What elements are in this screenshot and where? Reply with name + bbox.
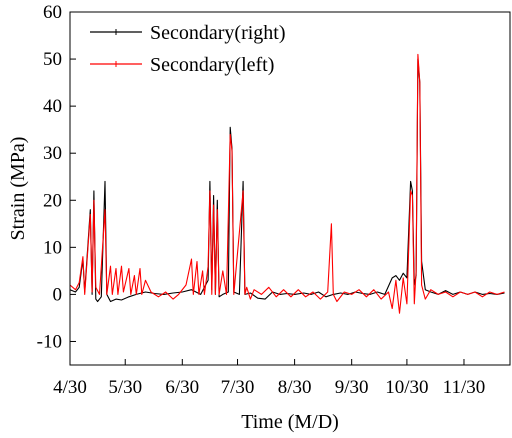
x-tick-label: 7/30 xyxy=(221,377,255,398)
y-axis: -10 0 10 20 30 40 50 60 xyxy=(37,2,76,352)
y-tick-label: 60 xyxy=(43,2,62,23)
x-axis: 4/30 5/30 6/30 7/30 8/30 9/30 10/30 11/30 xyxy=(53,359,485,398)
y-tick-label: 50 xyxy=(43,49,62,70)
legend-label: Secondary(left) xyxy=(150,54,274,76)
y-tick-label: 0 xyxy=(53,284,63,305)
y-axis-title: Strain (MPa) xyxy=(7,137,29,241)
y-tick-label: -10 xyxy=(37,331,62,352)
x-tick-label: 9/30 xyxy=(335,377,369,398)
x-tick-label: 11/30 xyxy=(443,377,486,398)
legend-entry-secondary-left: Secondary(left) xyxy=(90,54,274,76)
x-tick-label: 4/30 xyxy=(53,377,87,398)
legend-label: Secondary(right) xyxy=(150,22,286,44)
plot-area xyxy=(69,53,505,314)
y-tick-label: 40 xyxy=(43,96,62,117)
x-axis-title: Time (M/D) xyxy=(241,411,339,433)
x-tick-label: 5/30 xyxy=(108,377,142,398)
y-tick-label: 30 xyxy=(43,143,62,164)
y-tick-label: 20 xyxy=(43,190,62,211)
plot-frame xyxy=(69,11,511,366)
x-tick-label: 6/30 xyxy=(165,377,199,398)
series-line-secondary-left xyxy=(69,53,505,314)
x-tick-label: 10/30 xyxy=(385,377,428,398)
legend: Secondary(right) Secondary(left) xyxy=(90,22,286,76)
x-tick-label: 8/30 xyxy=(278,377,312,398)
legend-entry-secondary-right: Secondary(right) xyxy=(90,22,286,44)
series-line-secondary-right xyxy=(69,58,505,303)
y-tick-label: 10 xyxy=(43,237,62,258)
